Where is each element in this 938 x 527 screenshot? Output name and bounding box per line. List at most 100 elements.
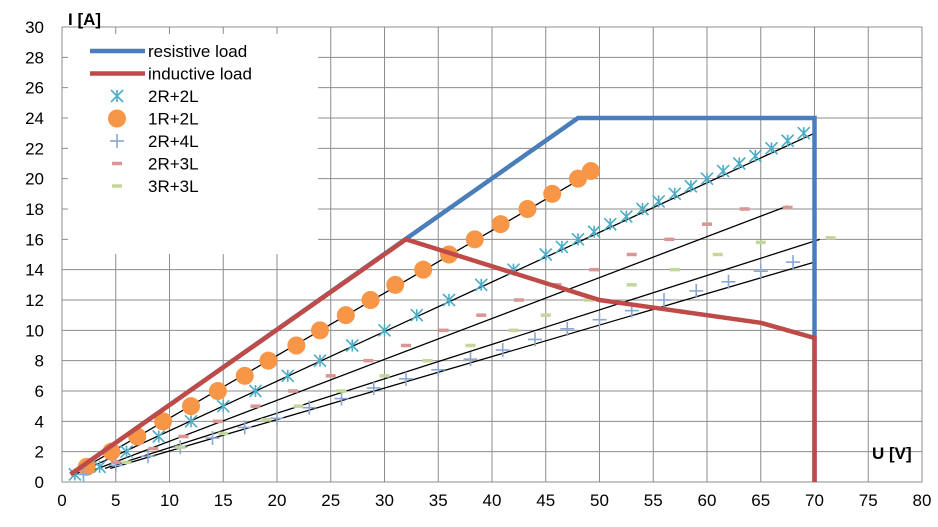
x-tick-label: 50: [590, 491, 609, 510]
legend-label: resistive load: [148, 42, 247, 61]
point-2r-2l: [313, 354, 327, 368]
point-2r-4l: [399, 371, 413, 386]
legend-label: inductive load: [148, 65, 252, 84]
point-2r-2l: [571, 232, 585, 246]
point-2r-2l: [652, 194, 666, 208]
point-2r-4l: [366, 380, 381, 395]
point-2r-2l: [377, 323, 392, 337]
x-tick-label: 15: [214, 491, 233, 510]
point-2r-4l: [753, 264, 768, 279]
point-2r-2l: [474, 278, 488, 292]
legend-label: 2R+4L: [148, 132, 199, 151]
point-2r-2l: [764, 141, 779, 155]
y-tick-label: 2: [35, 443, 44, 462]
point-2r-2l: [248, 384, 263, 398]
y-tick-label: 0: [35, 473, 44, 492]
point-2r-4l: [592, 312, 607, 327]
point-1r-2l: [259, 351, 278, 370]
x-tick-label: 80: [913, 491, 932, 510]
legend-label: 2R+2L: [148, 87, 199, 106]
point-2r-4l: [334, 391, 349, 406]
point-1r-2l: [465, 230, 484, 249]
point-2r-2l: [797, 126, 811, 140]
point-1r-2l: [518, 200, 537, 218]
y-tick-label: 22: [25, 139, 44, 158]
y-tick-label: 8: [35, 352, 44, 371]
point-1r-2l: [491, 215, 510, 234]
y-tick-label: 28: [25, 48, 44, 67]
line-inductive-load: [69, 236, 817, 482]
point-2r-2l: [619, 210, 633, 224]
point-2r-4l: [205, 431, 220, 446]
point-2r-4l: [786, 255, 800, 270]
x-axis-label: U [V]: [872, 444, 912, 463]
point-2r-4l: [270, 411, 284, 426]
x-tick-label: 60: [698, 491, 717, 510]
point-2r-2l: [668, 187, 682, 201]
point-1r-2l: [235, 366, 254, 385]
y-tick-label: 14: [25, 261, 44, 280]
point-1r-2l: [182, 397, 200, 416]
point-2r-2l: [93, 460, 107, 474]
point-2r-4l: [302, 400, 317, 415]
point-2r-2l: [781, 134, 795, 148]
x-tick-label: 45: [536, 491, 555, 510]
y-axis-label: I [A]: [68, 10, 101, 29]
y-tick-label: 16: [25, 230, 44, 249]
point-2r-4l: [657, 293, 671, 307]
point-2r-2l: [748, 149, 762, 163]
point-2r-2l: [587, 225, 601, 239]
point-2r-4l: [431, 362, 446, 377]
point-1r-2l: [361, 291, 380, 309]
point-2r-2l: [555, 240, 569, 254]
x-tick-label: 75: [859, 491, 878, 510]
legend-marker: [110, 134, 124, 148]
point-2r-2l: [345, 338, 359, 353]
x-tick-label: 20: [268, 491, 287, 510]
point-2r-2l: [700, 172, 714, 186]
y-tick-label: 18: [25, 200, 44, 219]
x-tick-label: 30: [375, 491, 394, 510]
legend-marker: [110, 89, 124, 103]
point-2r-2l: [603, 217, 617, 231]
point-2r-4l: [141, 449, 155, 464]
point-2r-2l: [716, 164, 730, 178]
y-tick-label: 10: [25, 321, 44, 340]
y-tick-label: 6: [35, 382, 44, 401]
x-tick-label: 25: [321, 491, 340, 510]
legend-label: 2R+3L: [148, 155, 199, 174]
legend-label: 1R+2L: [148, 110, 199, 129]
point-2r-2l: [684, 179, 698, 193]
point-2r-4l: [495, 343, 510, 358]
x-tick-label: 0: [57, 491, 66, 510]
legend-marker: [108, 109, 126, 128]
line-layer: [69, 115, 817, 482]
point-2r-2l: [216, 399, 230, 413]
point-1r-2l: [311, 321, 329, 340]
point-2r-2l: [732, 156, 746, 171]
y-tick-label: 30: [25, 18, 44, 37]
point-1r-2l: [336, 306, 355, 325]
point-2r-2l: [539, 247, 553, 262]
x-tick-label: 35: [429, 491, 448, 510]
y-tick-label: 20: [25, 170, 44, 189]
trendline: [94, 205, 788, 471]
point-2r-2l: [152, 429, 166, 444]
point-1r-2l: [287, 336, 306, 355]
point-1r-2l: [543, 184, 562, 203]
tick-labels: 0 5 10 15 20 25 30 35 40 45 50 55 60 65 70 75 8002468101…: [25, 18, 931, 510]
y-tick-label: 12: [25, 291, 44, 310]
y-tick-label: 24: [25, 109, 44, 128]
point-2r-4l: [237, 420, 252, 435]
x-tick-label: 55: [644, 491, 663, 510]
point-2r-2l: [442, 293, 456, 307]
point-2r-4l: [721, 274, 736, 289]
point-2r-2l: [184, 414, 198, 428]
point-2r-4l: [463, 352, 478, 367]
point-2r-2l: [281, 369, 295, 383]
point-1r-2l: [208, 382, 227, 400]
point-1r-2l: [581, 162, 600, 181]
y-tick-label: 26: [25, 79, 44, 98]
point-2r-4l: [689, 283, 704, 298]
